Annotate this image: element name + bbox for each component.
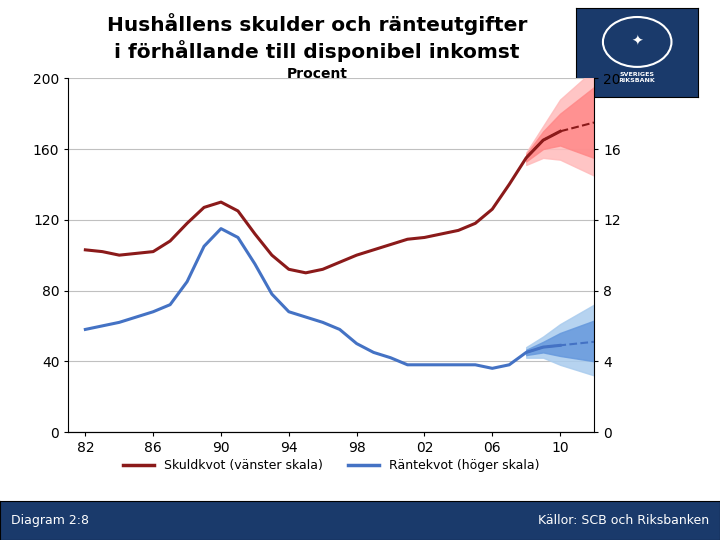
Text: SVERIGES
RIKSBANK: SVERIGES RIKSBANK xyxy=(618,72,656,83)
Text: Procent: Procent xyxy=(287,68,347,82)
Legend: Skuldkvot (vänster skala), Räntekvot (höger skala): Skuldkvot (vänster skala), Räntekvot (hö… xyxy=(118,454,544,477)
Text: Hushållens skulder och ränteutgifter: Hushållens skulder och ränteutgifter xyxy=(107,14,527,36)
Text: Källor: SCB och Riksbanken: Källor: SCB och Riksbanken xyxy=(538,514,709,527)
Text: i förhållande till disponibel inkomst: i förhållande till disponibel inkomst xyxy=(114,40,520,63)
Text: ✦: ✦ xyxy=(631,35,643,49)
Text: Diagram 2:8: Diagram 2:8 xyxy=(11,514,89,527)
